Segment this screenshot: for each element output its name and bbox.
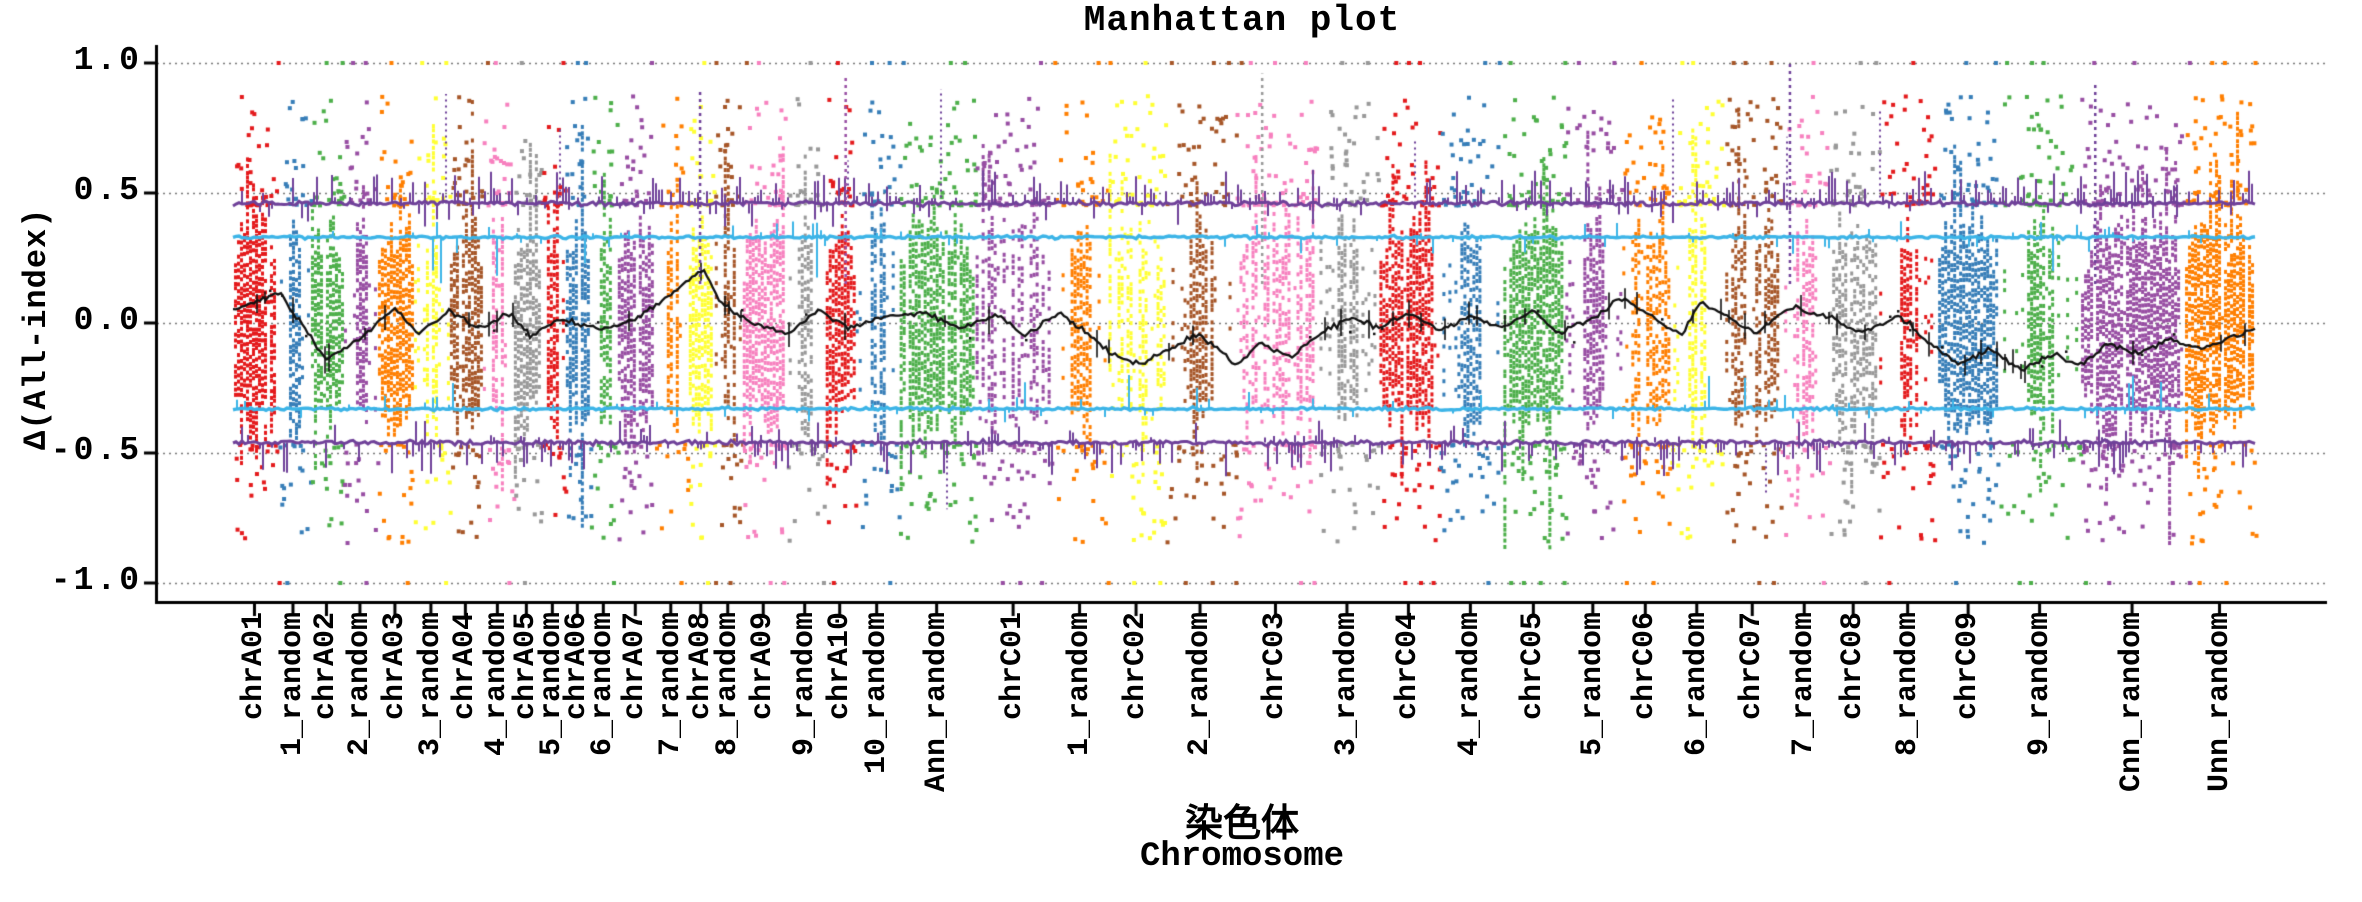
- x-tick-label: chrC03: [1258, 611, 1293, 720]
- x-axis-label-english: Chromosome: [1139, 838, 1345, 876]
- x-tick-label: chrC08: [1836, 611, 1871, 720]
- x-tick-label: Ann_random: [919, 611, 954, 792]
- x-tick-label: 6_random: [1679, 611, 1714, 756]
- x-tick-label: Cnn_random: [2115, 611, 2150, 792]
- x-tick-label: 2_random: [1183, 611, 1218, 756]
- x-tick-label: 8_random: [1890, 611, 1925, 756]
- x-tick-label: chrC07: [1735, 611, 1770, 720]
- x-tick-label: 7_random: [653, 611, 688, 756]
- x-tick-label: 9_random: [787, 611, 822, 756]
- y-tick-label: -1.0: [50, 562, 142, 599]
- x-tick-label: chrA03: [377, 611, 412, 720]
- x-tick-label: 1_random: [1062, 611, 1097, 756]
- x-axis-label-chinese: 染色体: [1184, 803, 1299, 845]
- x-tick-label: 9_random: [2022, 611, 2057, 756]
- chart-title: Manhattan plot: [1083, 0, 1401, 41]
- x-tick-label: 7_random: [1787, 611, 1822, 756]
- x-tick-label: chrA09: [746, 611, 781, 720]
- x-tick-label: chrC02: [1119, 611, 1154, 720]
- x-tick-label: 2_random: [342, 611, 377, 756]
- x-tick-label: Unn_random: [2202, 611, 2237, 792]
- x-tick-label: chrA02: [309, 611, 344, 720]
- x-tick-label: chrC05: [1516, 611, 1551, 720]
- x-tick-label: 3_random: [1329, 611, 1364, 756]
- x-tick-label: 1_random: [275, 611, 310, 756]
- x-tick-label: chrA01: [237, 611, 272, 720]
- x-tick-label: 4_random: [1453, 611, 1488, 756]
- x-tick-label: chrA07: [618, 611, 653, 720]
- x-tick-label: chrC09: [1951, 611, 1986, 720]
- x-tick-label: chrC06: [1628, 611, 1663, 720]
- y-tick-label: 0.0: [73, 302, 142, 339]
- y-tick-label: -0.5: [50, 432, 142, 469]
- y-tick-label: 1.0: [73, 42, 142, 79]
- y-tick-label: 0.5: [73, 172, 142, 209]
- x-tick-label: 3_random: [413, 611, 448, 756]
- x-tick-label: chrC01: [996, 611, 1031, 720]
- x-tick-label: chrA10: [822, 611, 857, 720]
- x-tick-label: 8_random: [710, 611, 745, 756]
- x-tick-label: chrA04: [448, 611, 483, 720]
- x-tick-label: chrC04: [1391, 611, 1426, 720]
- x-tick-label: 10_random: [859, 611, 894, 774]
- x-tick-label: 5_random: [1575, 611, 1610, 756]
- x-tick-label: 6_random: [586, 611, 621, 756]
